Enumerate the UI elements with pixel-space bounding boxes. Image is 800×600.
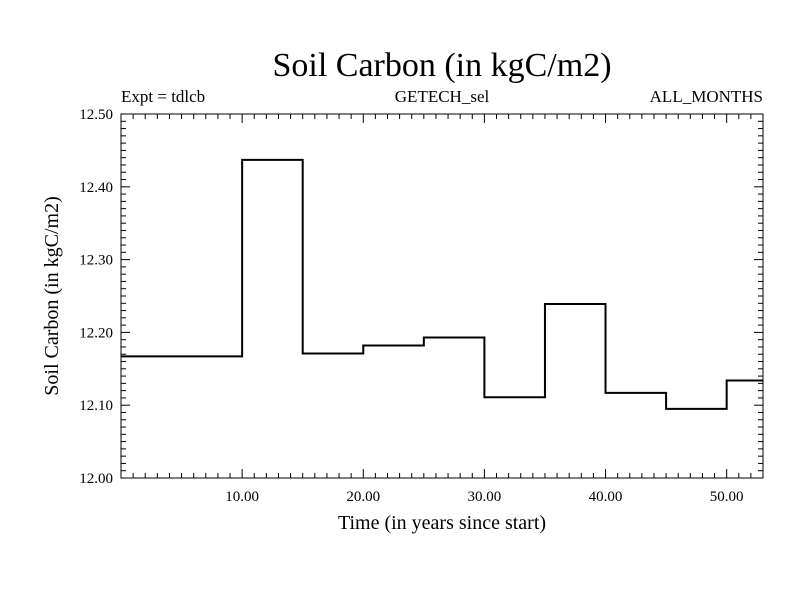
series-line — [121, 158, 763, 410]
subtitle-left: Expt = tdlcb — [121, 87, 205, 106]
x-tick-label: 50.00 — [710, 489, 744, 505]
axis-ticks: 10.00 20.00 30.00 40.00 50.00 12.00 12.10 12.20… — [79, 107, 763, 505]
subtitle-center: GETECH_sel — [395, 87, 490, 106]
x-tick-label: 40.00 — [589, 489, 623, 505]
plot-frame — [120, 113, 764, 479]
chart-title: Soil Carbon (in kgC/m2) — [272, 47, 611, 84]
data-series — [121, 158, 763, 410]
subtitle-right: ALL_MONTHS — [650, 87, 763, 106]
y-tick-label: 12.20 — [79, 325, 113, 341]
x-axis-label: Time (in years since start) — [338, 512, 546, 534]
y-tick-label: 12.50 — [79, 107, 113, 123]
x-tick-label: 20.00 — [346, 489, 380, 505]
x-tick-label: 10.00 — [225, 489, 259, 505]
x-tick-label: 30.00 — [468, 489, 502, 505]
y-tick-label: 12.40 — [79, 180, 113, 196]
y-tick-label: 12.00 — [79, 471, 113, 487]
y-tick-label: 12.10 — [79, 398, 113, 414]
y-axis-label: Soil Carbon (in kgC/m2) — [41, 196, 63, 395]
y-tick-label: 12.30 — [79, 253, 113, 269]
